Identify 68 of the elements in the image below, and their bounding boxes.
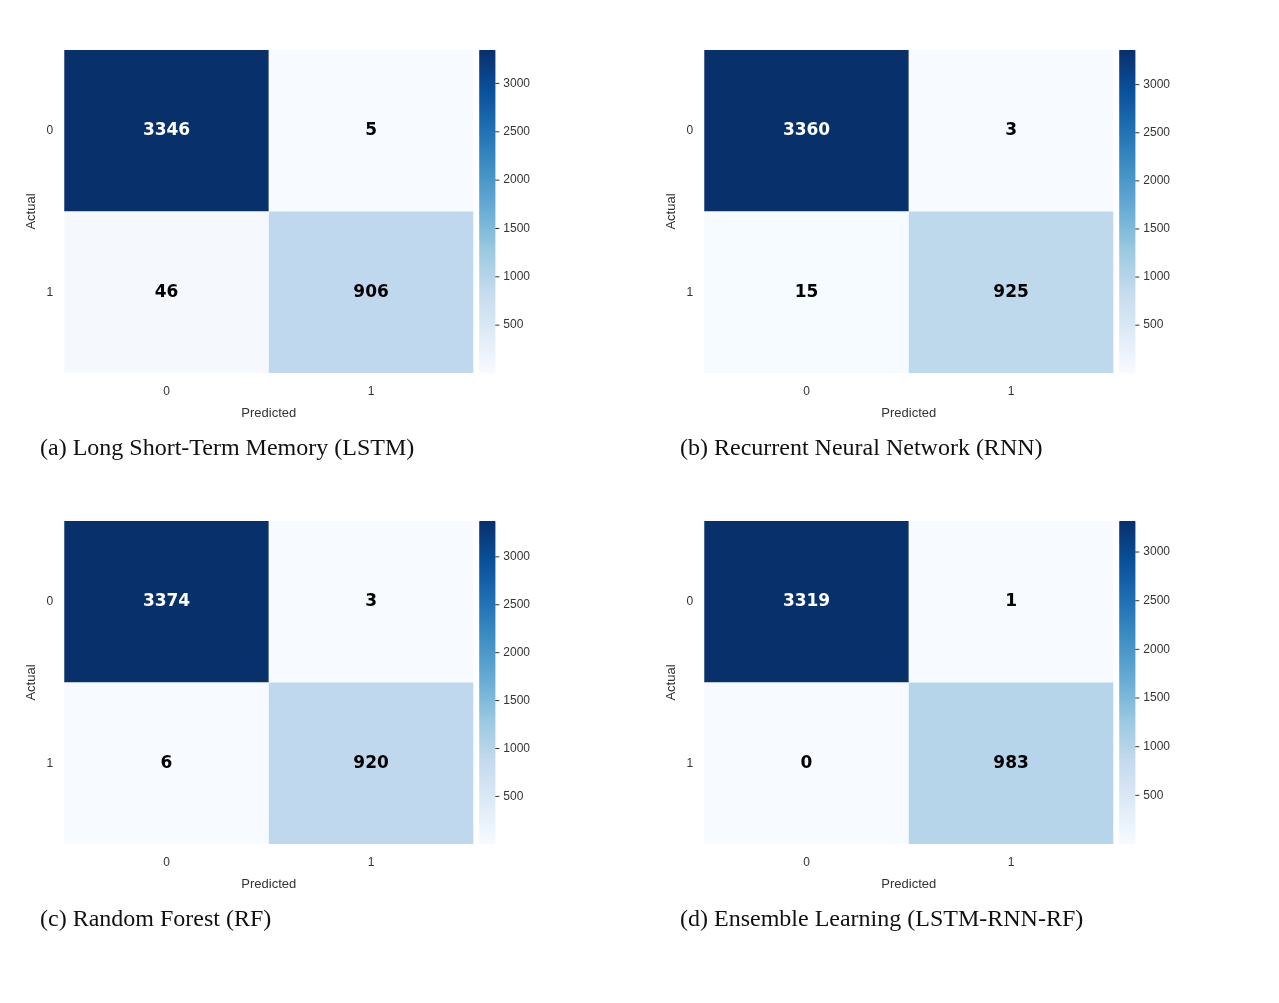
data-label: 46 — [154, 280, 179, 301]
color-bar-label: 2500 — [1143, 125, 1171, 140]
y-tick-label: 1 — [46, 755, 54, 770]
text: (d) Ensemble Learning (LSTM-RNN-RF) — [680, 905, 1085, 932]
data-label: 3 — [365, 590, 377, 611]
x-axis-title: Predicted — [241, 875, 297, 891]
data-label: 6 — [160, 751, 173, 772]
y-tick-label: 0 — [46, 594, 54, 609]
data-label: 3 — [1005, 119, 1017, 140]
x-axis-title: Predicted — [241, 404, 297, 420]
color-bar-label: 1500 — [1143, 690, 1171, 705]
data-label: 3319 — [782, 590, 831, 611]
color-bar-label: 1500 — [1143, 221, 1171, 236]
text: (c) Random Forest (RF) — [40, 905, 273, 932]
data-label: 15 — [794, 280, 819, 301]
x-tick-label: 0 — [803, 383, 811, 398]
x-tick-label: 0 — [803, 854, 811, 869]
x-tick-label: 0 — [163, 383, 171, 398]
x-tick-label: 1 — [1007, 854, 1015, 869]
color-bar-label: 1500 — [503, 220, 531, 235]
color-bar-label: 2000 — [1143, 173, 1171, 188]
data-label: 906 — [353, 280, 389, 301]
data-label: 983 — [993, 751, 1029, 772]
color-bar-label: 2000 — [503, 644, 531, 659]
y-axis-title: Actual — [663, 193, 679, 230]
y-tick-label: 0 — [686, 123, 694, 138]
x-tick-label: 0 — [163, 854, 171, 869]
color-bar-label: 3000 — [503, 549, 531, 564]
data-label: 3374 — [142, 590, 191, 611]
y-axis-title: Actual — [23, 664, 39, 701]
color-bar-label: 500 — [1143, 787, 1164, 802]
color-bar-label: 500 — [503, 788, 524, 803]
color-bar-label: 2000 — [1143, 641, 1171, 656]
color-bar-label: 1000 — [503, 740, 531, 755]
y-tick-label: 0 — [46, 123, 54, 138]
data-label: 920 — [353, 751, 389, 772]
color-bar-label: 1000 — [503, 269, 531, 284]
color-bar-label: 500 — [1143, 317, 1164, 332]
x-tick-label: 1 — [367, 383, 375, 398]
text: (b) Recurrent Neural Network (RNN) — [680, 434, 1044, 461]
x-tick-label: 1 — [1007, 383, 1015, 398]
data-label: 3346 — [142, 119, 191, 140]
y-axis-title: Actual — [663, 664, 679, 701]
y-tick-label: 1 — [686, 755, 694, 770]
text: (a) Long Short-Term Memory (LSTM) — [40, 434, 416, 461]
color-bar-label: 2000 — [503, 172, 531, 187]
data-label: 925 — [993, 280, 1029, 301]
y-tick-label: 1 — [46, 284, 54, 299]
color-bar-label: 3000 — [1143, 544, 1171, 559]
color-bar-label: 500 — [503, 317, 524, 332]
x-axis-title: Predicted — [881, 875, 937, 891]
data-label: 3360 — [782, 119, 831, 140]
x-axis-title: Predicted — [881, 404, 937, 420]
color-bar-label: 2500 — [503, 597, 531, 612]
y-axis-title: Actual — [23, 193, 39, 230]
color-bar-label: 1000 — [1143, 269, 1171, 284]
color-bar-label: 3000 — [503, 75, 531, 90]
color-bar-label: 2500 — [1143, 593, 1171, 608]
data-label: 1 — [1005, 590, 1017, 611]
color-bar-label: 3000 — [1143, 76, 1171, 91]
color-bar-label: 2500 — [503, 124, 531, 139]
color-bar-label: 1500 — [503, 692, 531, 707]
y-tick-label: 1 — [686, 284, 694, 299]
y-tick-label: 0 — [686, 594, 694, 609]
color-bar-label: 1000 — [1143, 738, 1171, 753]
data-label: 5 — [365, 119, 377, 140]
x-tick-label: 1 — [367, 854, 375, 869]
data-label: 0 — [800, 751, 813, 772]
